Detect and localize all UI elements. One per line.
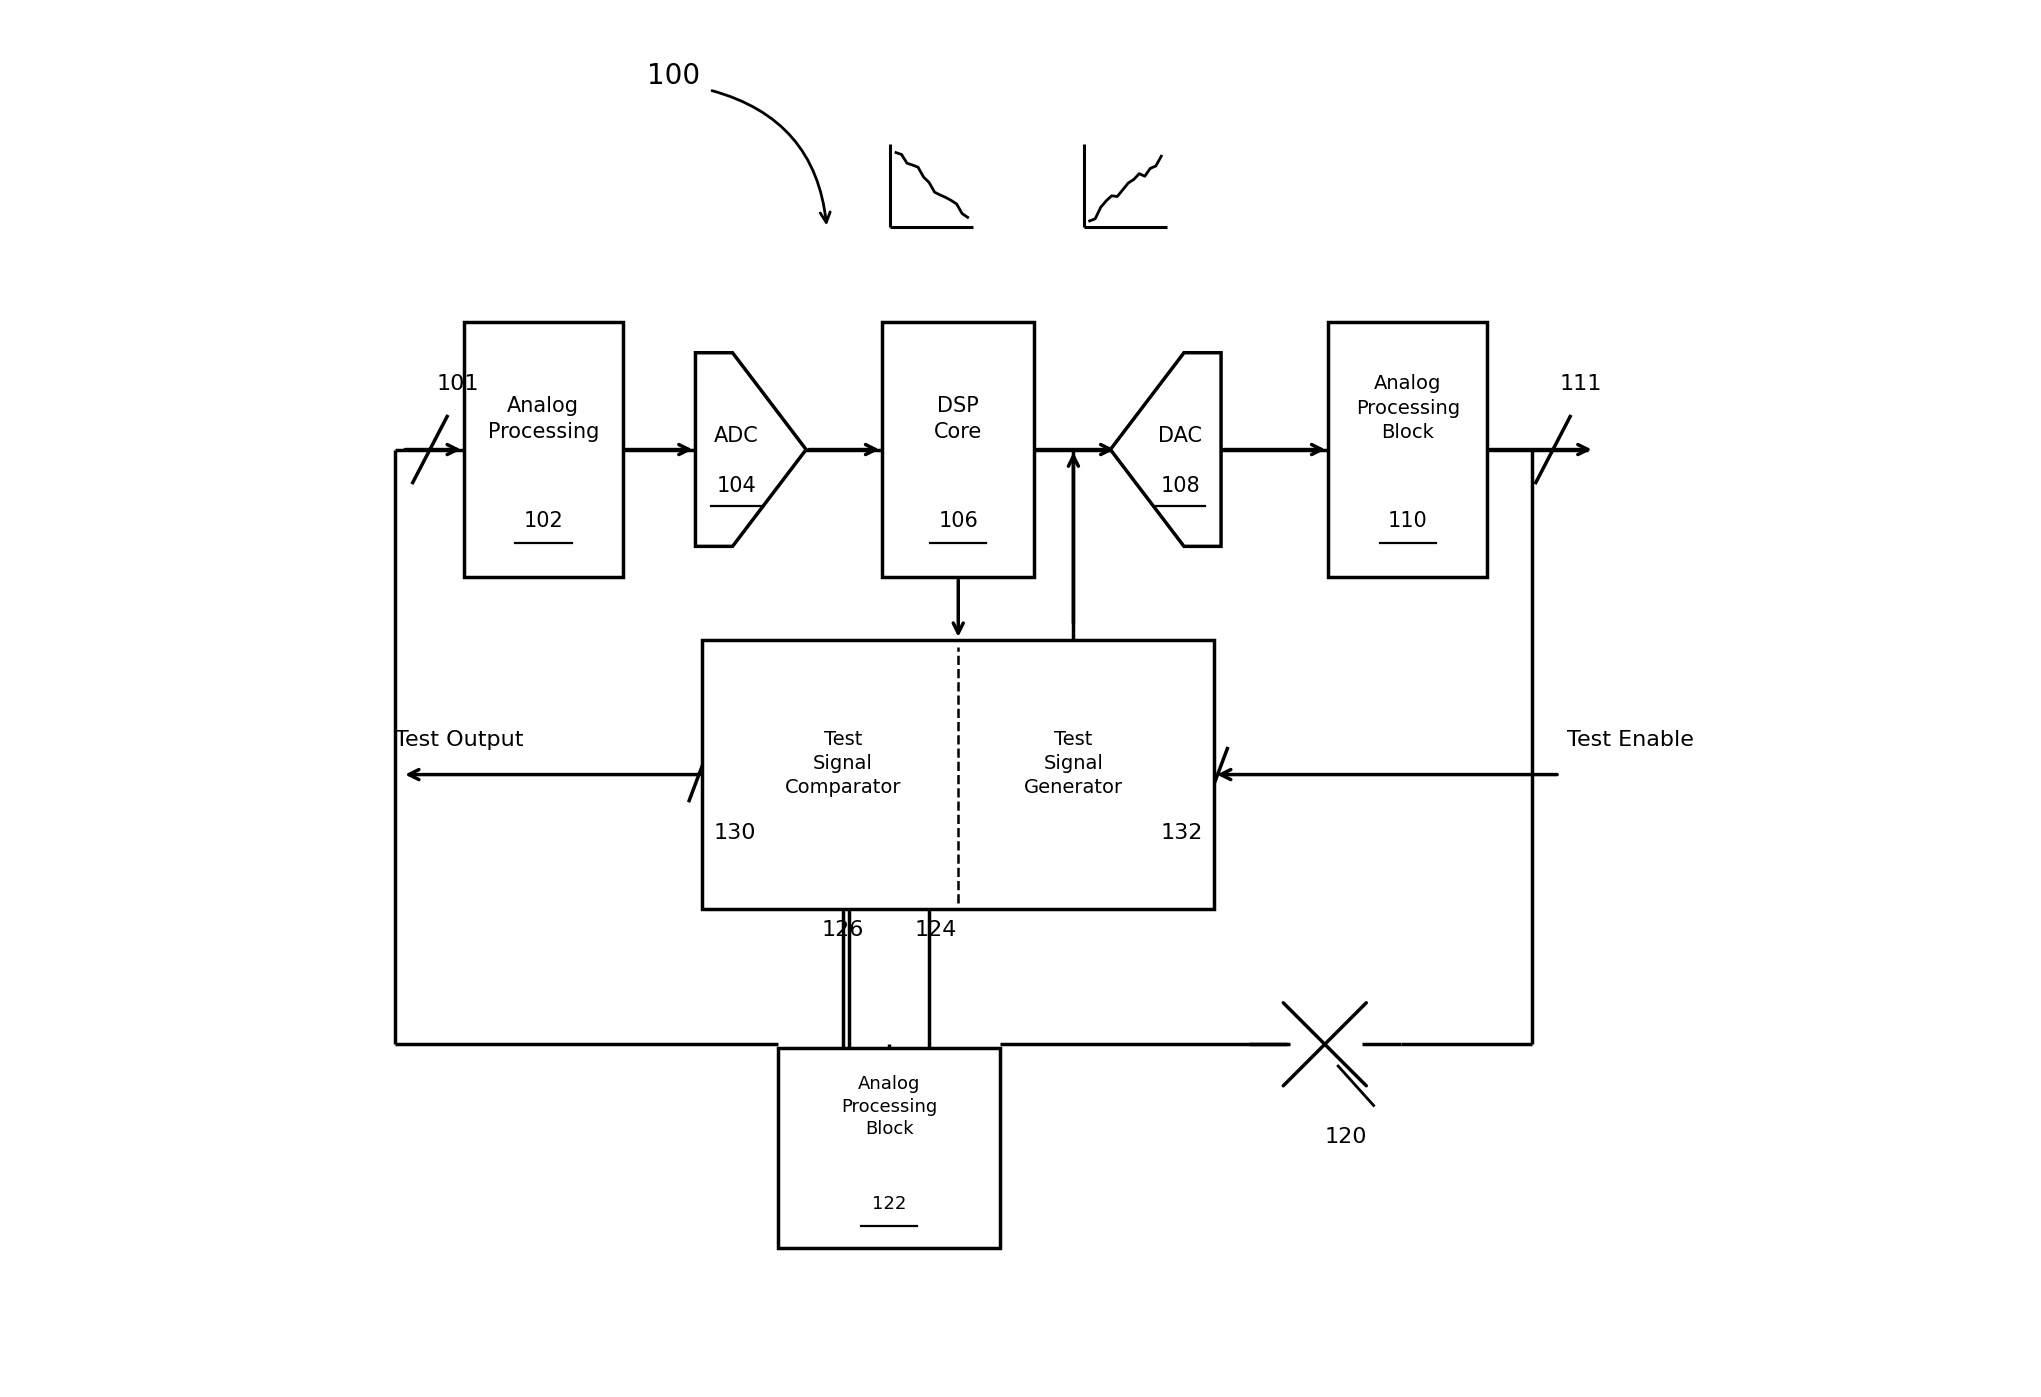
Text: Analog
Processing
Block: Analog Processing Block xyxy=(1355,374,1459,441)
Text: 126: 126 xyxy=(820,921,863,940)
Text: Test Output: Test Output xyxy=(396,729,525,750)
Text: ADC: ADC xyxy=(714,426,759,446)
Text: Analog
Processing
Block: Analog Processing Block xyxy=(841,1074,937,1139)
Text: 110: 110 xyxy=(1388,511,1427,531)
Text: 104: 104 xyxy=(716,475,755,496)
Text: 102: 102 xyxy=(522,511,563,531)
Text: 106: 106 xyxy=(939,511,978,531)
Text: 100: 100 xyxy=(647,61,700,89)
Polygon shape xyxy=(696,352,806,546)
Bar xyxy=(702,640,1214,909)
Text: 108: 108 xyxy=(1161,475,1200,496)
Bar xyxy=(463,321,623,577)
Text: 111: 111 xyxy=(1559,374,1602,394)
Text: DSP
Core: DSP Core xyxy=(935,397,982,441)
Text: 120: 120 xyxy=(1325,1127,1367,1147)
Text: Analog
Processing: Analog Processing xyxy=(488,397,598,441)
Bar xyxy=(882,321,1035,577)
Text: Test
Signal
Comparator: Test Signal Comparator xyxy=(786,729,902,798)
Text: Test
Signal
Generator: Test Signal Generator xyxy=(1025,729,1123,798)
Text: 124: 124 xyxy=(914,921,957,940)
Text: 130: 130 xyxy=(714,823,755,842)
Polygon shape xyxy=(1110,352,1221,546)
Text: 122: 122 xyxy=(872,1196,906,1213)
Text: DAC: DAC xyxy=(1159,426,1202,446)
Bar xyxy=(778,1048,1000,1249)
Text: 132: 132 xyxy=(1161,823,1202,842)
Bar xyxy=(1329,321,1488,577)
Text: Test Enable: Test Enable xyxy=(1567,729,1694,750)
Text: 101: 101 xyxy=(437,374,480,394)
